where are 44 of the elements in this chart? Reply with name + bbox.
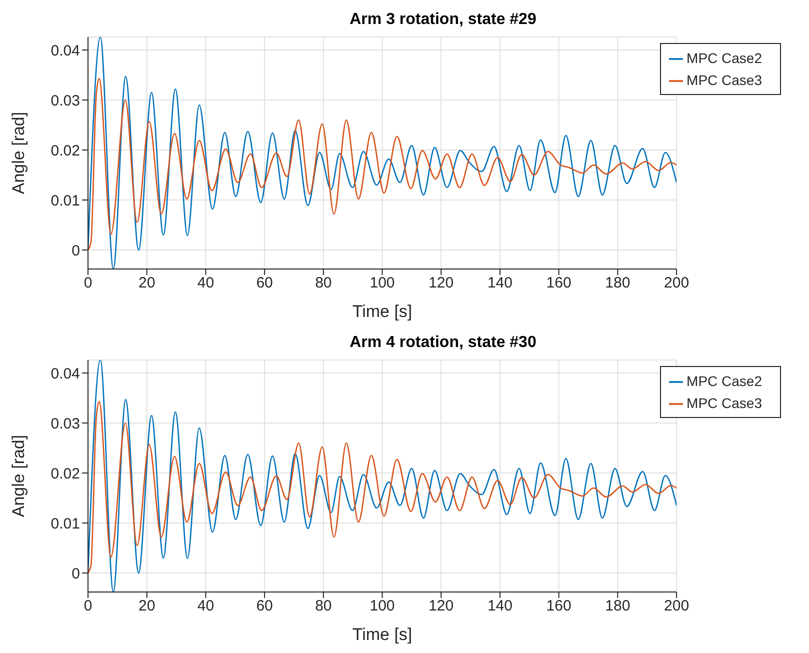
x-tick-label: 140 (487, 274, 512, 292)
y-tick-label: 0.01 (50, 192, 80, 210)
x-tick-label: 180 (605, 598, 630, 615)
x-tick-label: 40 (197, 274, 214, 292)
x-tick-label: 140 (487, 598, 512, 615)
chart-title: Arm 3 rotation, state #29 (348, 10, 538, 30)
x-tick-label: 100 (370, 274, 395, 292)
x-axis-title: Time [s] (352, 625, 412, 644)
x-tick-label: 0 (84, 598, 92, 615)
y-axis-title: Angle [rad] (9, 434, 28, 518)
y-tick-label: 0.01 (50, 515, 80, 532)
y-axis-title: Angle [rad] (9, 112, 28, 194)
y-tick-label: 0 (72, 565, 80, 582)
x-tick-label: 120 (428, 598, 454, 615)
x-tick-label: 60 (256, 274, 273, 292)
x-tick-label: 160 (546, 598, 572, 615)
x-tick-label: 180 (605, 274, 630, 292)
line-series (88, 78, 677, 251)
x-tick-label: 200 (664, 598, 690, 615)
y-tick-label: 0.02 (50, 465, 80, 482)
x-tick-label: 100 (370, 598, 395, 615)
y-tick-label: 0.02 (50, 142, 80, 160)
x-tick-label: 40 (197, 598, 214, 615)
x-tick-label: 200 (664, 274, 690, 292)
x-tick-label: 80 (315, 274, 332, 292)
line-series (88, 400, 677, 574)
legend-label: MPC Case3 (686, 72, 762, 88)
x-axis-title: Time [s] (352, 302, 412, 321)
y-tick-label: 0.03 (50, 415, 80, 432)
y-tick-label: 0 (72, 242, 80, 260)
x-tick-label: 0 (84, 274, 92, 292)
x-tick-label: 20 (138, 274, 156, 292)
x-tick-label: 60 (256, 598, 273, 615)
y-tick-label: 0.04 (50, 42, 80, 60)
y-tick-label: 0.03 (50, 92, 80, 110)
legend-label: MPC Case2 (686, 373, 762, 389)
x-tick-label: 80 (315, 598, 332, 615)
x-tick-label: 160 (546, 274, 572, 292)
y-tick-label: 0.04 (50, 365, 80, 382)
chart-title: Arm 4 rotation, state #30 (348, 333, 538, 353)
x-tick-label: 120 (428, 274, 454, 292)
legend-label: MPC Case3 (686, 395, 762, 411)
legend-label: MPC Case2 (686, 50, 762, 66)
x-tick-label: 20 (138, 598, 156, 615)
